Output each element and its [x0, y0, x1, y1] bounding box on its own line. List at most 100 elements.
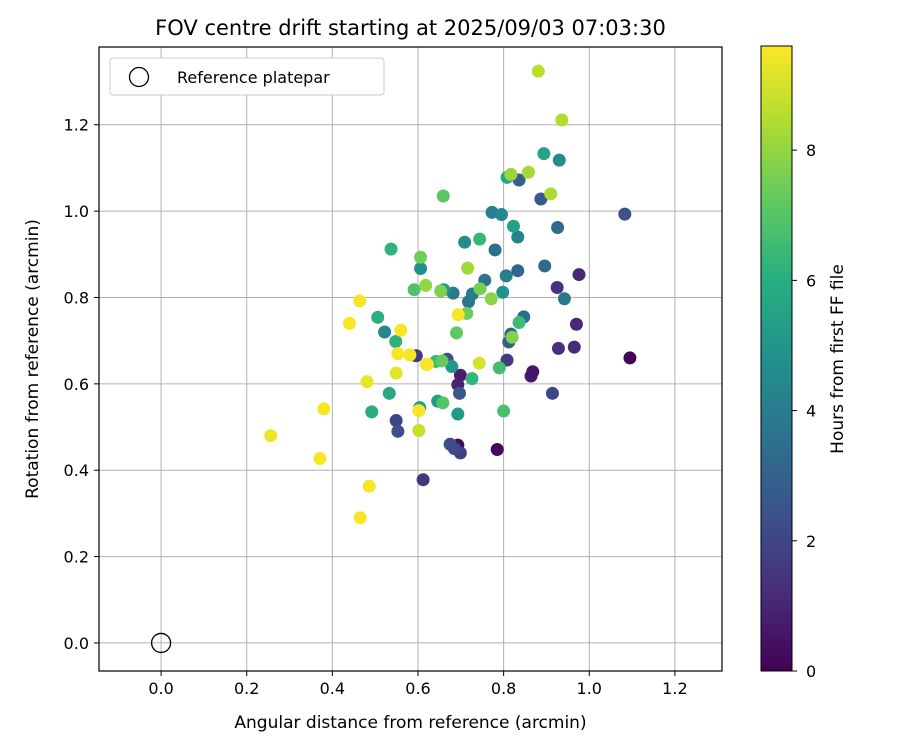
- data-point: [458, 235, 472, 249]
- colorbar-gradient: [760, 45, 793, 672]
- x-axis-ticks: 0.0 0.2 0.4 0.6 0.8 1.0 1.2: [148, 671, 688, 698]
- data-point: [353, 511, 367, 525]
- data-point: [451, 407, 465, 421]
- data-point: [436, 189, 450, 203]
- data-point: [473, 282, 487, 296]
- y-tick-label: 0.4: [64, 461, 89, 480]
- data-point: [534, 192, 548, 206]
- data-points: [264, 64, 637, 525]
- data-point: [488, 243, 502, 257]
- colorbar-tick-label: 4: [806, 402, 816, 421]
- legend: Reference platepar: [109, 57, 385, 96]
- y-tick-label: 1.2: [64, 116, 89, 135]
- data-point: [623, 351, 637, 365]
- colorbar-tick-label: 8: [806, 141, 816, 160]
- x-tick-label: 1.0: [577, 679, 602, 698]
- colorbar-tick-label: 0: [806, 662, 816, 681]
- data-point: [353, 294, 367, 308]
- x-axis-label: Angular distance from reference (arcmin): [234, 713, 586, 733]
- data-point: [313, 452, 327, 466]
- data-point: [412, 404, 426, 418]
- y-tick-label: 0.6: [64, 375, 89, 394]
- data-point: [465, 372, 479, 386]
- colorbar-ticks: 0 2 4 6 8: [792, 141, 816, 681]
- data-point: [524, 369, 538, 383]
- colorbar: 0 2 4 6 8 Hours from first FF file: [760, 45, 848, 681]
- y-axis-label: Rotation from reference (arcmin): [23, 219, 43, 499]
- data-point: [555, 113, 569, 127]
- data-point: [473, 232, 487, 246]
- data-point: [451, 308, 465, 322]
- data-point: [384, 242, 398, 256]
- data-point: [391, 424, 405, 438]
- colorbar-label: Hours from first FF file: [828, 264, 848, 454]
- grid-lines: [99, 47, 722, 671]
- data-point: [414, 262, 428, 276]
- data-point: [389, 414, 403, 428]
- data-point: [550, 281, 564, 295]
- data-point: [420, 357, 434, 371]
- reference-marker: [150, 632, 172, 654]
- data-point: [403, 348, 417, 362]
- y-tick-label: 1.0: [64, 202, 89, 221]
- data-point: [378, 325, 392, 339]
- data-point: [557, 292, 571, 306]
- plot-frame: [98, 46, 723, 672]
- data-point: [382, 386, 396, 400]
- data-point: [412, 423, 426, 437]
- data-point: [572, 268, 586, 282]
- data-point: [504, 167, 518, 181]
- y-axis-ticks: 0.0 0.2 0.4 0.6 0.8 1.0 1.2: [64, 116, 99, 653]
- data-point: [371, 310, 385, 324]
- data-point: [506, 219, 520, 233]
- y-tick-label: 0.8: [64, 288, 89, 307]
- data-point: [434, 284, 448, 298]
- chart-title: FOV centre drift starting at 2025/09/03 …: [155, 16, 666, 40]
- data-point: [521, 165, 535, 179]
- x-tick-label: 1.2: [662, 679, 687, 698]
- data-point: [496, 285, 510, 299]
- y-tick-label: 0.0: [64, 634, 89, 653]
- data-point: [472, 356, 486, 370]
- data-point: [360, 375, 374, 389]
- data-point: [461, 261, 475, 275]
- data-point: [538, 259, 552, 273]
- data-point: [512, 316, 526, 330]
- data-point: [317, 402, 331, 416]
- data-point: [264, 429, 278, 443]
- data-point: [492, 361, 506, 375]
- data-point: [511, 230, 525, 244]
- colorbar-tick-label: 2: [806, 532, 816, 551]
- y-tick-label: 0.2: [64, 548, 89, 567]
- data-point: [545, 386, 559, 400]
- data-point: [567, 340, 581, 354]
- data-point: [419, 278, 433, 292]
- data-point: [537, 147, 551, 161]
- data-point: [362, 479, 376, 493]
- reference-point: [150, 632, 172, 654]
- data-point: [490, 442, 504, 456]
- data-point: [450, 326, 464, 340]
- data-point: [484, 292, 498, 306]
- data-point: [407, 283, 421, 297]
- data-point: [552, 153, 566, 167]
- data-point: [544, 187, 558, 201]
- data-point: [435, 354, 449, 368]
- data-point: [497, 404, 511, 418]
- x-tick-label: 0.6: [405, 679, 430, 698]
- data-point: [618, 207, 632, 221]
- data-point: [391, 347, 405, 361]
- x-tick-label: 0.8: [491, 679, 516, 698]
- legend-box: [109, 57, 385, 96]
- data-point: [505, 330, 519, 344]
- data-point: [342, 316, 356, 330]
- data-point: [494, 208, 508, 222]
- data-point: [443, 437, 457, 451]
- data-point: [414, 250, 428, 264]
- data-point: [389, 335, 403, 349]
- data-point: [394, 323, 408, 337]
- data-point: [436, 396, 450, 410]
- colorbar-tick-label: 6: [806, 271, 816, 290]
- data-point: [499, 269, 513, 283]
